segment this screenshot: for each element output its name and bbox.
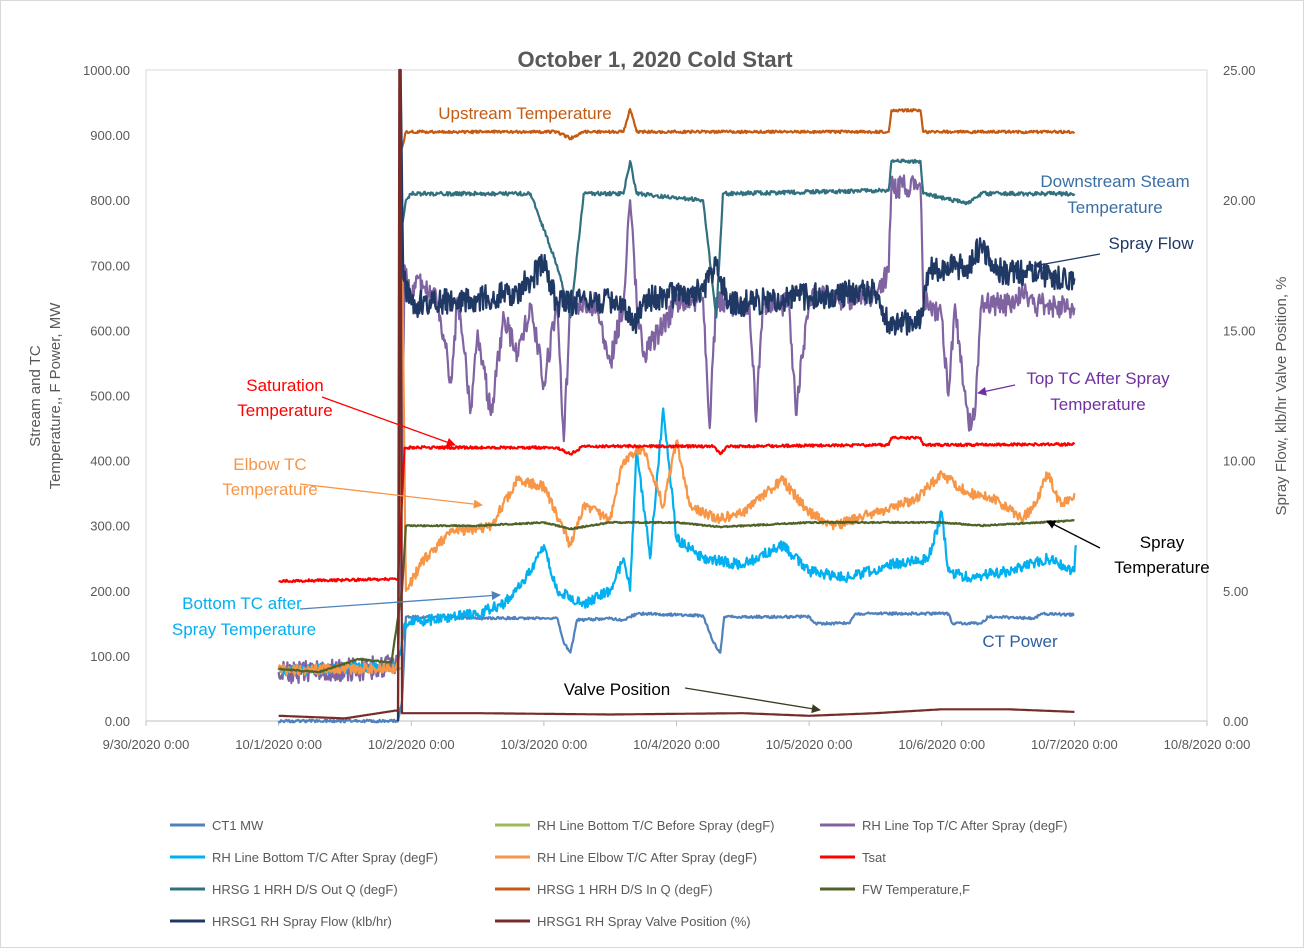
annotation-saturation: Saturation xyxy=(246,376,324,395)
legend-label: HRSG 1 HRH D/S Out Q (degF) xyxy=(212,882,398,897)
legend-label: RH Line Top T/C After Spray (degF) xyxy=(862,818,1067,833)
legend-label: RH Line Bottom T/C Before Spray (degF) xyxy=(537,818,774,833)
annotation-toptc: Temperature xyxy=(1050,395,1145,414)
series-line-3 xyxy=(277,407,1077,676)
series-line-6 xyxy=(400,158,1076,319)
y-left-tick-label: 700.00 xyxy=(90,258,130,273)
y-left-tick-label: 1000.00 xyxy=(83,63,130,78)
legend-label: RH Line Elbow T/C After Spray (degF) xyxy=(537,850,757,865)
annotation-arrow-toptc xyxy=(977,384,1016,396)
axes: 0.00 100.00 200.00 300.00 400.00 500.00 600.00… xyxy=(83,63,1256,752)
annotation-bottomtc: Spray Temperature xyxy=(172,620,316,639)
series-line-0 xyxy=(277,611,1075,724)
annotations: Upstream Temperature Downstream Steam Temp… xyxy=(172,104,1210,714)
y-left-tick-label: 500.00 xyxy=(90,389,130,404)
annotation-bottomtc: Bottom TC after xyxy=(182,594,302,613)
y-right-tick-label: 15.00 xyxy=(1223,323,1256,338)
x-tick-label: 9/30/2020 0:00 xyxy=(103,737,190,752)
y-axis-left-label-line2: Temperature,, F Power, MW xyxy=(47,302,64,490)
annotation-ctpower: CT Power xyxy=(982,632,1058,651)
annotation-sprayflow: Spray Flow xyxy=(1108,234,1194,253)
y-right-tick-label: 5.00 xyxy=(1223,584,1248,599)
annotation-upstream: Upstream Temperature xyxy=(438,104,612,123)
annotation-toptc: Top TC After Spray xyxy=(1026,369,1170,388)
x-tick-label: 10/7/2020 0:00 xyxy=(1031,737,1118,752)
legend-label: HRSG 1 HRH D/S In Q (degF) xyxy=(537,882,713,897)
chart-title: October 1, 2020 Cold Start xyxy=(517,47,793,72)
legend-label: HRSG1 RH Spray Valve Position (%) xyxy=(537,914,751,929)
y-right-tick-label: 20.00 xyxy=(1223,193,1256,208)
series-line-7 xyxy=(400,108,1076,149)
x-tick-label: 10/1/2020 0:00 xyxy=(235,737,322,752)
legend-label: CT1 MW xyxy=(212,818,264,833)
x-tick-label: 10/4/2020 0:00 xyxy=(633,737,720,752)
y-left-tick-label: 200.00 xyxy=(90,584,130,599)
annotation-arrow-bottomtc xyxy=(299,591,501,610)
x-tick-label: 10/6/2020 0:00 xyxy=(898,737,985,752)
annotation-elbow: Elbow TC xyxy=(233,455,306,474)
legend-label: FW Temperature,F xyxy=(862,882,970,897)
annotation-downstream: Temperature xyxy=(1067,198,1162,217)
y-left-tick-label: 300.00 xyxy=(90,519,130,534)
annotation-saturation: Temperature xyxy=(237,401,332,420)
series-line-5 xyxy=(278,435,1076,584)
y-right-tick-label: 0.00 xyxy=(1223,714,1248,729)
series-line-8 xyxy=(278,519,1075,674)
y-left-tick-label: 800.00 xyxy=(90,193,130,208)
annotation-spraytemp: Spray xyxy=(1140,533,1185,552)
legend-label: Tsat xyxy=(862,850,886,865)
y-left-tick-label: 100.00 xyxy=(90,649,130,664)
legend-label: RH Line Bottom T/C After Spray (degF) xyxy=(212,850,438,865)
annotation-downstream: Downstream Steam xyxy=(1040,172,1189,191)
annotation-arrow-spraytemp xyxy=(1046,520,1101,549)
annotation-spraytemp: Temperature xyxy=(1114,558,1209,577)
annotation-arrow-valve xyxy=(684,687,821,714)
legend: CT1 MW RH Line Bottom T/C Before Spray (d… xyxy=(170,818,1067,929)
legend-label: HRSG1 RH Spray Flow (klb/hr) xyxy=(212,914,392,929)
y-right-tick-label: 10.00 xyxy=(1223,454,1256,469)
annotation-valve: Valve Position xyxy=(564,680,670,699)
annotation-arrow-sprayflow xyxy=(1033,253,1101,270)
x-tick-label: 10/3/2020 0:00 xyxy=(501,737,588,752)
y-left-tick-label: 600.00 xyxy=(90,323,130,338)
y-right-tick-label: 25.00 xyxy=(1223,63,1256,78)
series-group xyxy=(277,68,1077,724)
y-left-tick-label: 0.00 xyxy=(105,714,130,729)
series-line-9 xyxy=(396,68,1076,722)
x-tick-label: 10/5/2020 0:00 xyxy=(766,737,853,752)
series-line-4 xyxy=(277,251,1076,677)
y-left-tick-label: 400.00 xyxy=(90,454,130,469)
series-line-10 xyxy=(278,68,1075,720)
y-left-tick-label: 900.00 xyxy=(90,128,130,143)
x-tick-label: 10/2/2020 0:00 xyxy=(368,737,455,752)
annotation-arrow-saturation xyxy=(321,396,456,447)
x-tick-label: 10/8/2020 0:00 xyxy=(1164,737,1251,752)
y-axis-right-label: Spray Flow, klb/hr Valve Position, % xyxy=(1273,277,1290,516)
annotation-elbow: Temperature xyxy=(222,480,317,499)
y-axis-left-label-line1: Stream and TC xyxy=(27,345,44,447)
annotation-arrow-elbow xyxy=(299,483,483,509)
